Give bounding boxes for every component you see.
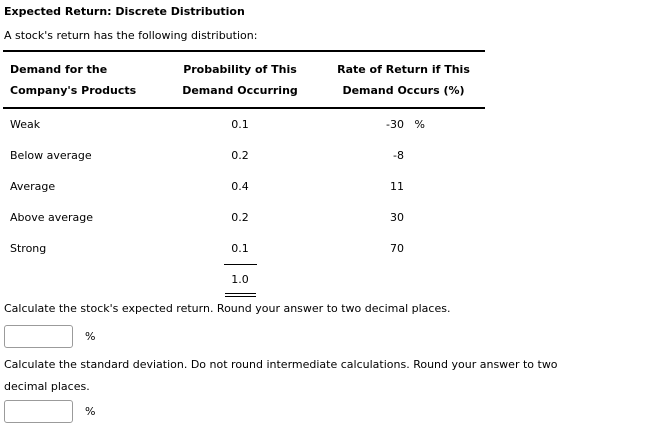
probability-cell: 0.1 <box>231 242 249 255</box>
demand-cell: Average <box>10 180 56 193</box>
total-spacer-cell <box>322 264 485 297</box>
col-header-demand-line2: Company's Products <box>10 84 137 97</box>
col-header-demand: Demand for the Company's Products <box>3 51 158 109</box>
question-1-answer-row: % <box>4 325 653 348</box>
demand-cell: Weak <box>10 118 41 131</box>
table-row: Weak 0.1 -30% <box>3 108 485 140</box>
table-row: Average 0.4 11 <box>3 171 485 202</box>
rate-cell: -30% <box>322 108 485 140</box>
demand-cell: Above average <box>10 211 94 224</box>
question-1-prompt: Calculate the stock's expected return. R… <box>4 302 451 315</box>
rate-value: 11 <box>390 180 404 193</box>
probability-cell: 0.2 <box>231 149 249 162</box>
sum-rule-line <box>223 264 257 265</box>
probability-cell: 0.2 <box>231 211 249 224</box>
col-header-probability-line2: Demand Occurring <box>182 84 298 97</box>
expected-return-input[interactable] <box>4 325 73 348</box>
table-row: Below average 0.2 -8 <box>3 140 485 171</box>
probability-cell: 0.4 <box>231 180 249 193</box>
table-row: Strong 0.1 70 <box>3 233 485 264</box>
rate-cell: 70 <box>322 233 485 264</box>
col-header-probability-line1: Probability of This <box>183 63 297 76</box>
probability-cell: 0.1 <box>231 118 249 131</box>
demand-cell: Below average <box>10 149 92 162</box>
probability-total-value: 1.0 <box>231 273 249 286</box>
rate-cell: 11 <box>322 171 485 202</box>
demand-cell: Strong <box>10 242 47 255</box>
rate-cell: -8 <box>322 140 485 171</box>
col-header-rate-line2: Demand Occurs (%) <box>342 84 465 97</box>
intro-text: A stock's return has the following distr… <box>4 29 258 42</box>
probability-total-cell: 1.0 <box>158 264 322 297</box>
question-2-prompt-line1: Calculate the standard deviation. Do not… <box>4 358 558 371</box>
question-2-prompt-line2: decimal places. <box>4 380 90 393</box>
table-header-row: Demand for the Company's Products Probab… <box>3 51 485 109</box>
standard-deviation-input[interactable] <box>4 400 73 423</box>
page-title: Expected Return: Discrete Distribution <box>4 5 245 18</box>
question-2-prompt: Calculate the standard deviation. Do not… <box>4 354 653 398</box>
col-header-rate-line1: Rate of Return if This <box>337 63 470 76</box>
total-spacer-cell <box>3 264 158 297</box>
percent-label: % <box>85 330 96 343</box>
rate-value: 70 <box>390 242 404 255</box>
rate-value: -30 <box>386 118 404 131</box>
table-total-row: 1.0 <box>3 264 485 297</box>
sum-double-rule <box>224 293 256 297</box>
rate-value: -8 <box>393 149 404 162</box>
col-header-demand-line1: Demand for the <box>10 63 108 76</box>
rate-unit-label: % <box>414 118 425 131</box>
col-header-probability: Probability of This Demand Occurring <box>158 51 322 109</box>
col-header-rate: Rate of Return if This Demand Occurs (%) <box>322 51 485 109</box>
rate-cell: 30 <box>322 202 485 233</box>
table-row: Above average 0.2 30 <box>3 202 485 233</box>
rate-value: 30 <box>390 211 404 224</box>
question-2-answer-row: % <box>4 400 653 423</box>
distribution-table: Demand for the Company's Products Probab… <box>3 50 485 297</box>
percent-label: % <box>85 405 96 418</box>
